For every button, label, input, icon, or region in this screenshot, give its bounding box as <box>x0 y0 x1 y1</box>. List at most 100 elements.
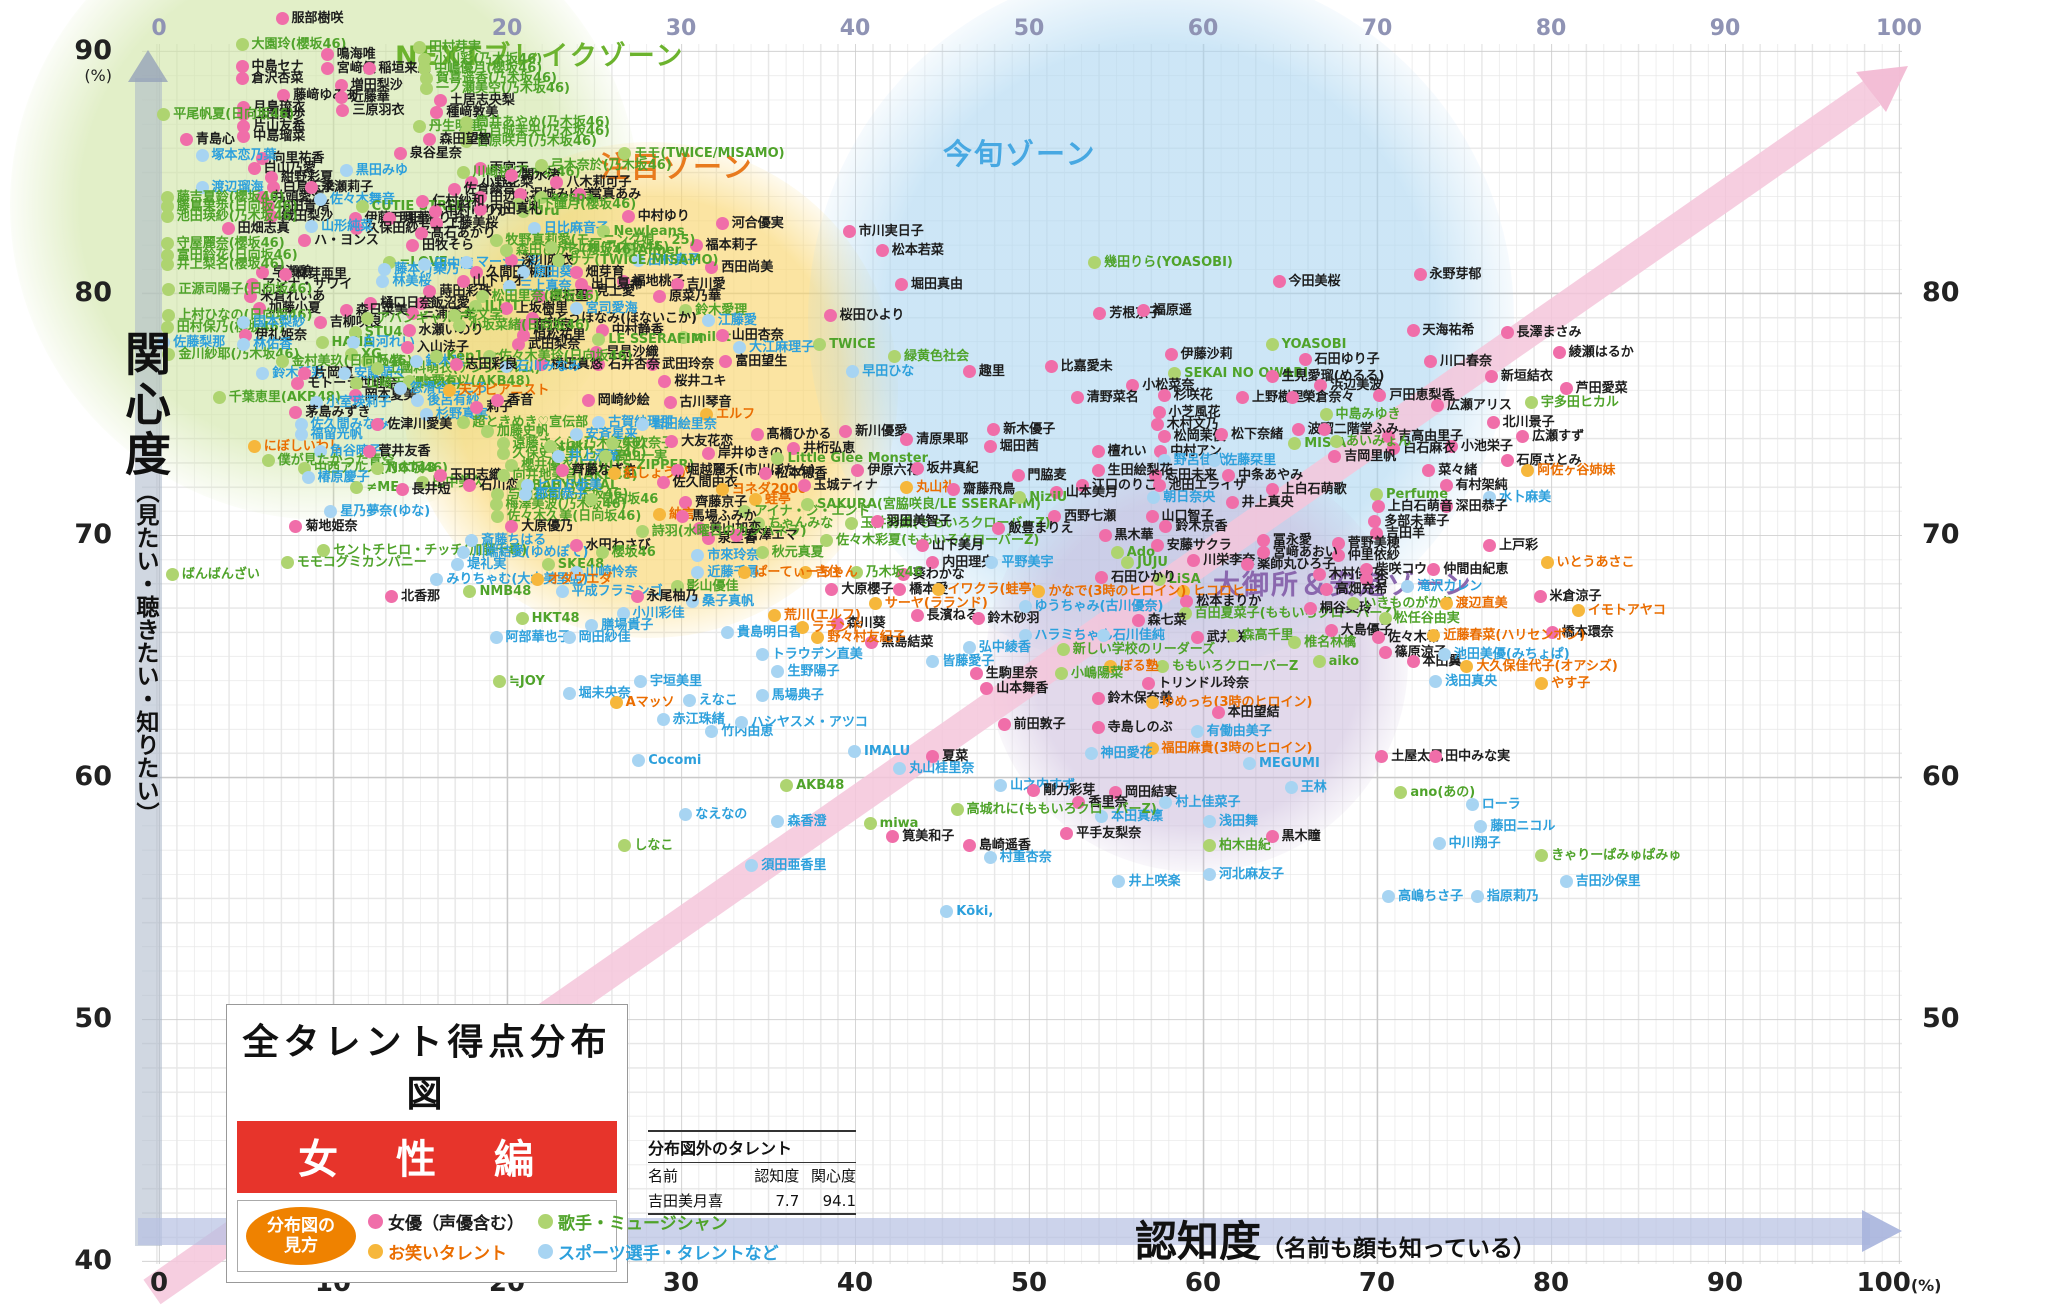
point-label: aiko <box>1328 654 1360 670</box>
legend-badge: 分布図の 見方 <box>246 1207 356 1265</box>
point-label: 羊文学 <box>463 308 503 324</box>
point-dot-icon <box>355 200 369 214</box>
point-dot-icon <box>755 648 769 661</box>
point-dot-icon <box>1190 631 1204 645</box>
point-dot-icon <box>585 618 599 632</box>
data-point: 菊地姫奈 <box>289 519 357 533</box>
point-dot-icon <box>597 224 611 238</box>
y-axis-arrow-head-icon <box>128 50 168 82</box>
data-point: 椎名林檎 <box>1288 635 1356 649</box>
point-label: 桜田ひより <box>839 308 905 324</box>
data-point: 黒木瞳 <box>1265 829 1321 843</box>
zone-label-next-break: NEXTブレイクゾーン <box>395 41 685 72</box>
point-label: 森香澄 <box>787 813 827 829</box>
point-dot-icon <box>505 519 519 533</box>
point-label: 吉高由里子 <box>1398 429 1464 445</box>
point-label: 片山友希 <box>253 119 306 135</box>
point-dot-icon <box>870 514 884 528</box>
point-dot-icon <box>1168 367 1182 381</box>
legend-item-actress-label: 女優（声優含む） <box>388 1213 524 1234</box>
point-label: TWICE <box>829 337 876 353</box>
data-point: 宮﨑あおい <box>1256 546 1338 560</box>
data-point: 内田真礼 <box>473 202 542 216</box>
point-label: 佐藤栞里 <box>1224 453 1277 469</box>
point-dot-icon <box>1483 490 1497 504</box>
point-dot-icon <box>1155 660 1169 674</box>
point-dot-icon <box>813 338 827 352</box>
data-point: 長濱ねる <box>910 609 979 623</box>
data-point: 齋藤飛鳥 <box>947 483 1015 497</box>
point-label: 藤嶌果歩(日向坂46) <box>176 199 298 215</box>
point-dot-icon <box>780 778 794 792</box>
point-label: きゃりーぱみゅぱみゅ <box>1551 847 1682 863</box>
point-label: 小芝風花 <box>1168 405 1221 420</box>
point-dot-icon <box>418 258 432 272</box>
point-label: 菅原咲月(乃木坂46) <box>475 133 597 149</box>
point-label: 芦田愛菜 <box>1575 380 1628 396</box>
axis-tick-label: 50 <box>1922 1003 1960 1034</box>
point-label: ぱーてぃーちゃん <box>754 564 858 580</box>
point-dot-icon <box>1312 568 1326 582</box>
data-point: NMB48 <box>463 585 531 599</box>
point-dot-icon <box>607 466 621 480</box>
point-dot-icon <box>992 522 1006 536</box>
point-label: 赤江珠緒 <box>672 712 725 728</box>
axis-tick-label: 30 <box>665 16 697 41</box>
trend-arrow-head-icon <box>1856 66 1908 112</box>
data-point: 織田梨沙 <box>265 209 333 223</box>
data-point: オダウエダ <box>531 572 612 586</box>
data-point: 近藤華 <box>334 91 390 105</box>
data-point: 国本梨紗 <box>237 316 305 330</box>
x-axis-title: 認知度（名前も顔も知っている） <box>1135 1208 1536 1269</box>
point-label: 柏木由紀 <box>1218 838 1271 854</box>
point-label: 長井短 <box>411 482 451 498</box>
data-point: 藤田ニコル <box>1474 819 1555 833</box>
point-dot-icon <box>1439 478 1453 492</box>
point-dot-icon <box>298 234 312 248</box>
point-label: 田村保乃(櫻坂46) <box>176 320 285 336</box>
point-dot-icon <box>1145 742 1159 756</box>
point-label: 桜井ユキ <box>674 373 727 389</box>
point-dot-icon <box>409 355 423 369</box>
data-point: 西田尚美 <box>705 260 773 274</box>
point-dot-icon <box>1091 691 1105 705</box>
data-point: 松本まりか <box>1180 594 1261 608</box>
point-dot-icon <box>1535 677 1549 691</box>
point-label: 清原果耶 <box>916 431 969 447</box>
data-point: 坂井真紀 <box>910 461 979 475</box>
point-label: 島崎遥香 <box>978 838 1031 854</box>
data-point: 松田里奈(櫻坂46) <box>475 288 600 304</box>
point-dot-icon <box>1256 546 1270 560</box>
point-label: 宇多田ヒカル <box>1540 395 1619 411</box>
data-point: 米倉涼子 <box>1533 589 1602 603</box>
data-point: 白石麻衣 <box>1387 442 1455 456</box>
point-dot-icon <box>1145 510 1159 524</box>
data-point: 百田夏菜子(ももいろクローバーZ) <box>1178 606 1398 620</box>
point-dot-icon <box>315 335 329 349</box>
point-dot-icon <box>1049 485 1063 499</box>
point-label: 本田真凜 <box>1111 809 1164 825</box>
data-point: 小松菜奈 <box>1126 379 1194 393</box>
point-label: 松田里奈(櫻坂46) <box>491 288 600 304</box>
point-dot-icon <box>1018 599 1032 613</box>
point-label: 福田麻貴(3時のヒロイン) <box>1161 741 1313 757</box>
data-point: 平野美宇 <box>985 556 1053 570</box>
point-dot-icon <box>1095 810 1109 824</box>
data-point: 島崎遥香 <box>962 838 1031 854</box>
data-point: 川口春奈 <box>1423 355 1492 369</box>
point-label: 藤吉夏鈴(櫻坂46) <box>176 189 285 205</box>
point-dot-icon <box>940 904 954 918</box>
point-label: 工藤美桜 <box>446 216 499 232</box>
point-label: 田畑志真 <box>237 221 290 237</box>
point-dot-icon <box>500 360 513 374</box>
point-label: 山形純菜 <box>321 218 374 234</box>
outside-chart-table: 分布図外のタレント 名前 認知度 関心度 吉田美月喜 7.7 94.1 <box>648 1130 856 1215</box>
data-point: 鳴海唯 <box>320 47 376 61</box>
point-dot-icon <box>1136 304 1150 318</box>
data-point: 阿佐ヶ谷姉妹 <box>1521 464 1615 478</box>
point-dot-icon <box>1516 430 1530 444</box>
point-label: Perfume <box>1386 487 1449 503</box>
data-point: 井桁弘恵 <box>787 442 855 456</box>
point-label: 稲垣来泉 <box>378 61 431 77</box>
point-label: 寺島しのぶ <box>1107 719 1173 735</box>
